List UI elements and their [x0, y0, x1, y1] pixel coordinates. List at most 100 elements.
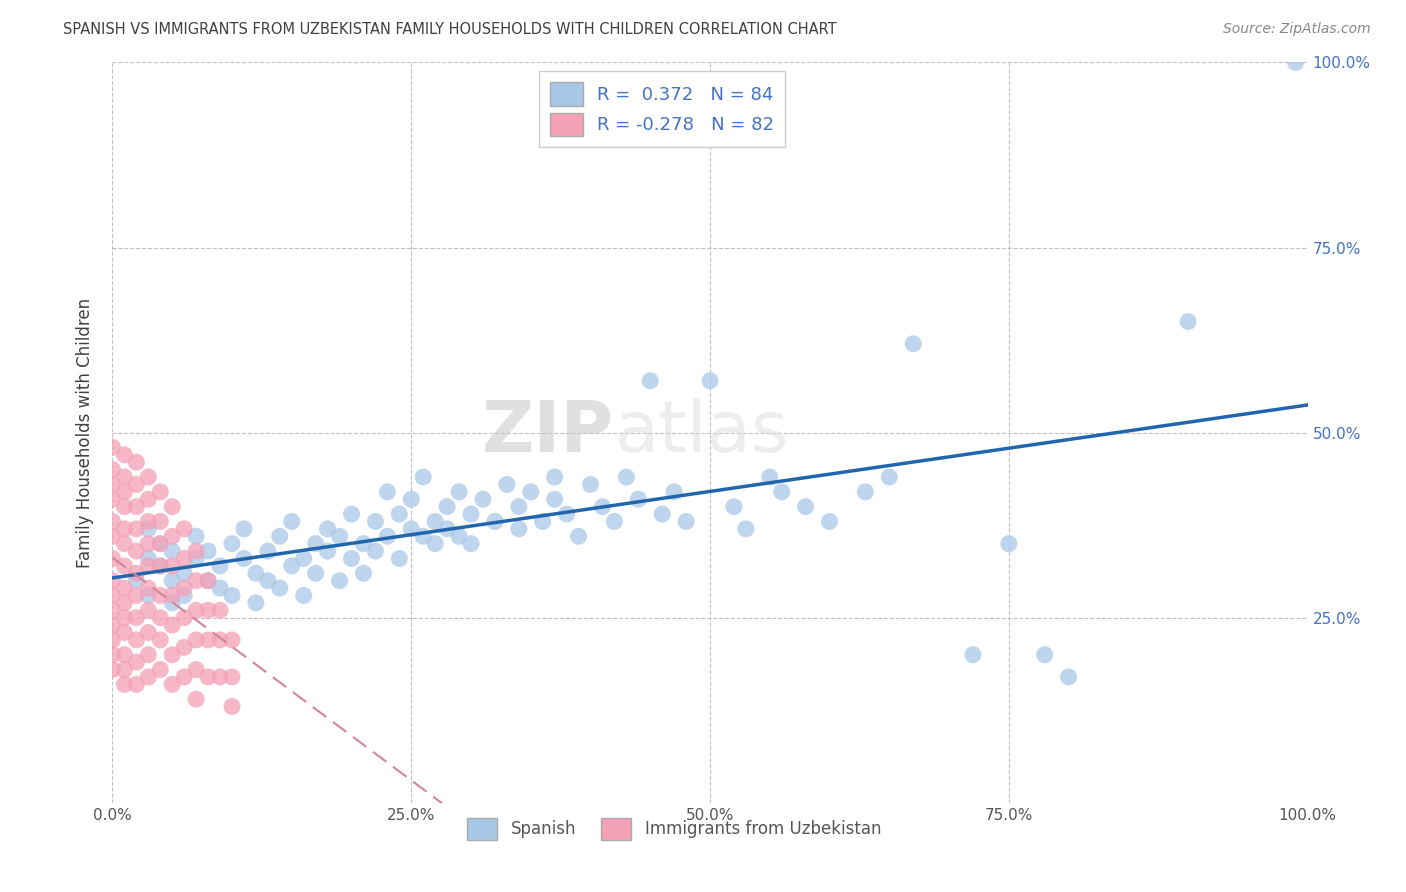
Point [149, 632, 172, 647]
Point [197, 603, 219, 617]
Point [149, 536, 172, 550]
Point [292, 589, 315, 603]
Point [162, 618, 183, 632]
Point [149, 558, 172, 573]
Point [879, 470, 901, 484]
Point [209, 558, 232, 573]
Point [352, 536, 374, 550]
Point [388, 507, 411, 521]
Point [723, 500, 745, 514]
Point [162, 500, 183, 514]
Point [233, 522, 256, 536]
Point [149, 589, 172, 603]
Point [401, 492, 423, 507]
Point [186, 551, 208, 566]
Point [460, 536, 482, 550]
Point [794, 500, 817, 514]
Point [162, 648, 183, 662]
Point [186, 544, 208, 558]
Point [138, 515, 160, 529]
Point [221, 632, 243, 647]
Point [138, 603, 160, 617]
Point [221, 536, 243, 550]
Point [114, 558, 135, 573]
Point [651, 507, 673, 521]
Point [197, 574, 219, 588]
Point [531, 515, 554, 529]
Point [555, 507, 578, 521]
Point [101, 574, 124, 588]
Point [508, 522, 530, 536]
Point [340, 507, 363, 521]
Point [138, 670, 160, 684]
Point [138, 492, 160, 507]
Point [114, 610, 135, 624]
Point [138, 589, 160, 603]
Point [138, 558, 160, 573]
Point [101, 441, 124, 455]
Point [125, 589, 148, 603]
Point [114, 470, 135, 484]
Point [401, 522, 423, 536]
Point [173, 640, 195, 655]
Point [221, 670, 243, 684]
Y-axis label: Family Households with Children: Family Households with Children [76, 298, 94, 567]
Point [520, 484, 543, 499]
Point [101, 462, 124, 476]
Point [138, 551, 160, 566]
Point [447, 529, 470, 543]
Point [125, 574, 148, 588]
Point [245, 566, 267, 581]
Point [149, 515, 172, 529]
Point [173, 670, 195, 684]
Point [221, 699, 243, 714]
Point [197, 670, 219, 684]
Point [257, 574, 280, 588]
Point [186, 574, 208, 588]
Point [388, 551, 411, 566]
Point [114, 448, 135, 462]
Point [173, 610, 195, 624]
Point [125, 566, 148, 581]
Point [305, 566, 328, 581]
Point [759, 470, 782, 484]
Point [101, 663, 124, 677]
Point [125, 655, 148, 669]
Point [101, 515, 124, 529]
Point [412, 470, 434, 484]
Point [114, 648, 135, 662]
Point [664, 484, 686, 499]
Point [543, 470, 565, 484]
Point [125, 455, 148, 469]
Point [101, 589, 124, 603]
Point [233, 551, 256, 566]
Point [162, 529, 183, 543]
Point [197, 574, 219, 588]
Point [114, 596, 135, 610]
Point [138, 648, 160, 662]
Point [101, 603, 124, 617]
Point [1057, 670, 1080, 684]
Point [101, 492, 124, 507]
Point [149, 536, 172, 550]
Text: SPANISH VS IMMIGRANTS FROM UZBEKISTAN FAMILY HOUSEHOLDS WITH CHILDREN CORRELATIO: SPANISH VS IMMIGRANTS FROM UZBEKISTAN FA… [63, 22, 837, 37]
Point [125, 610, 148, 624]
Point [101, 529, 124, 543]
Text: Source: ZipAtlas.com: Source: ZipAtlas.com [1223, 22, 1371, 37]
Point [197, 632, 219, 647]
Point [149, 610, 172, 624]
Point [114, 484, 135, 499]
Point [962, 648, 984, 662]
Point [101, 551, 124, 566]
Point [616, 470, 638, 484]
Point [138, 625, 160, 640]
Point [281, 558, 304, 573]
Point [209, 581, 232, 595]
Point [1033, 648, 1056, 662]
Point [436, 500, 458, 514]
Point [101, 618, 124, 632]
Point [460, 507, 482, 521]
Point [114, 581, 135, 595]
Point [125, 544, 148, 558]
Point [568, 529, 591, 543]
